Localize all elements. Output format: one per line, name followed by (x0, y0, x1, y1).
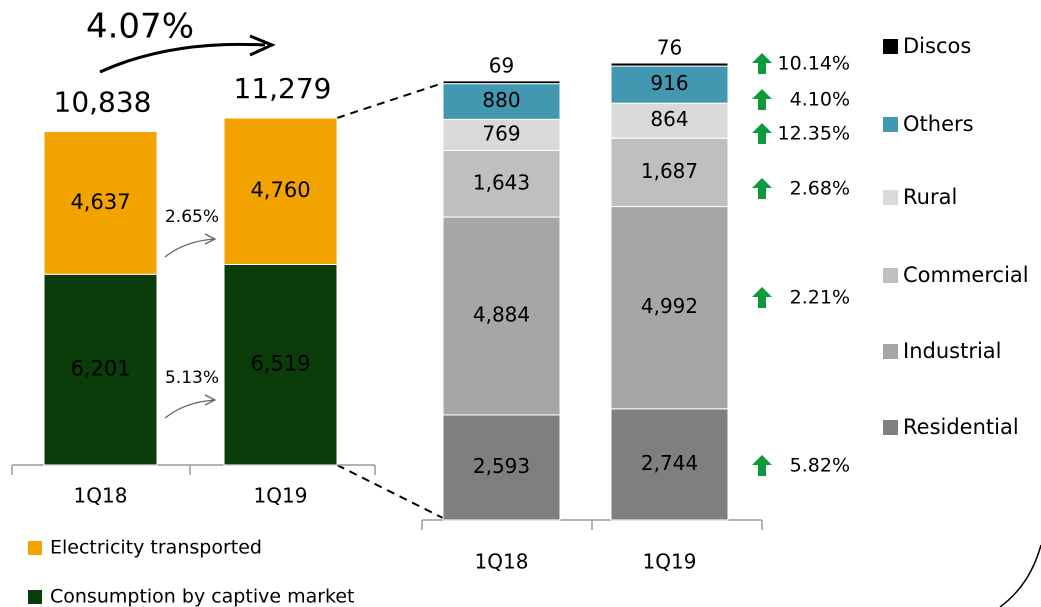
x-tick-label: 1Q18 (475, 550, 529, 574)
data-label: 880 (482, 88, 520, 112)
x-tick-label: 1Q19 (643, 550, 697, 574)
data-label: 2,593 (473, 454, 530, 478)
up-arrow (752, 455, 772, 476)
data-label: 69 (489, 53, 514, 77)
legend-label: Commercial (903, 263, 1029, 287)
change-label: 12.35% (778, 123, 850, 145)
legend-label: Consumption by captive market (50, 586, 355, 607)
change-label: 10.14% (778, 53, 850, 75)
legend-label: Others (903, 112, 974, 136)
legend-swatch (883, 39, 898, 54)
data-label: 4,637 (70, 190, 130, 214)
bar-segment (610, 206, 729, 410)
up-arrow (752, 287, 772, 308)
data-label: 4,760 (250, 178, 310, 202)
change-arrow (164, 233, 217, 258)
legend-swatch (883, 344, 898, 359)
bar-segment (43, 273, 158, 466)
data-label: 76 (657, 36, 682, 60)
legend-swatch (28, 590, 42, 604)
bar-segment (223, 117, 338, 265)
bar-segment (610, 137, 729, 208)
connector (336, 82, 444, 119)
legend-label: Rural (903, 185, 957, 209)
decoration (999, 544, 1041, 607)
change-arrow (164, 394, 217, 419)
change-label: 2.21% (790, 287, 850, 309)
total-change: 4.07% (86, 7, 194, 47)
change-label: 5.82% (790, 455, 850, 477)
legend-swatch (883, 190, 898, 205)
data-label: 864 (650, 107, 688, 131)
change-label: 2.68% (790, 178, 850, 200)
data-label: 2,744 (641, 451, 698, 475)
bar-segment (610, 408, 729, 521)
up-arrow (752, 123, 772, 144)
bar-segment (43, 131, 158, 275)
legend-label: Industrial (903, 339, 1002, 363)
legend-swatch (28, 541, 42, 555)
total-label: 11,279 (234, 72, 332, 105)
data-label: 769 (482, 121, 520, 145)
connector (336, 464, 444, 519)
data-label: 4,884 (473, 302, 530, 326)
bar-segment (610, 62, 729, 67)
data-label: 916 (650, 71, 688, 95)
change-label: 2.65% (165, 207, 219, 227)
data-label: 1,643 (473, 170, 530, 194)
total-label: 10,838 (54, 86, 152, 119)
legend-label: Residential (903, 415, 1019, 439)
bar-segment (442, 216, 561, 416)
change-label: 5.13% (165, 368, 219, 388)
bar-segment (442, 118, 561, 151)
x-tick-label: 1Q18 (74, 484, 128, 508)
data-label: 1,687 (641, 159, 698, 183)
data-label: 6,201 (70, 357, 130, 381)
data-label: 6,519 (250, 352, 310, 376)
up-arrow (752, 53, 772, 74)
legend-swatch (883, 420, 898, 435)
bar-segment (442, 414, 561, 521)
legend-label: Electricity transported (50, 537, 262, 559)
up-arrow (752, 178, 772, 199)
up-arrow (752, 89, 772, 110)
x-tick-label: 1Q19 (254, 484, 308, 508)
change-label: 4.10% (790, 89, 850, 111)
legend-swatch (883, 117, 898, 132)
bar-segment (610, 65, 729, 104)
bar-segment (442, 83, 561, 120)
data-label: 4,992 (641, 294, 698, 318)
bar-segment (442, 80, 561, 85)
legend-label: Discos (903, 34, 971, 58)
legend-swatch (883, 268, 898, 283)
arrow-head (249, 34, 276, 57)
arrow (99, 42, 266, 74)
